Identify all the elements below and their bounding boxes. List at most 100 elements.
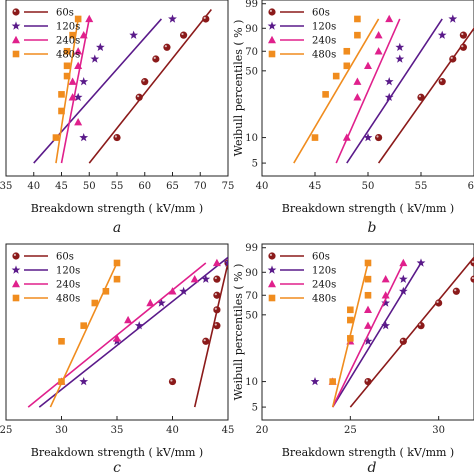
data-point-480s (91, 299, 99, 307)
data-point-60s-highlight (214, 307, 217, 310)
legend-label-480s: 480s (312, 294, 336, 305)
fit-line-60s (88, 9, 212, 164)
data-point-120s (381, 298, 390, 307)
legend-marker-480s (268, 50, 276, 58)
data-point-480s (311, 134, 319, 141)
data-point-120s (384, 77, 394, 86)
data-point-480s (63, 62, 71, 70)
legend-marker-60s-highlight (269, 9, 272, 12)
data-point-120s (90, 54, 100, 63)
data-point-60s-highlight (214, 276, 217, 280)
data-point-120s (395, 54, 405, 63)
data-point-240s (381, 291, 390, 299)
data-point-120s (310, 377, 320, 386)
data-point-240s (168, 287, 177, 295)
fit-line-240s (60, 18, 91, 164)
data-point-120s (395, 42, 405, 51)
data-point-480s (58, 378, 65, 385)
x-tick-label: 40 (256, 181, 269, 192)
y-tick-label: 70 (245, 291, 258, 302)
data-point-240s (113, 334, 121, 342)
x-tick-label: 35 (111, 425, 124, 436)
y-tick-label: 10 (245, 133, 258, 144)
y-axis-title: Weibull percentiles ( % ) (232, 20, 245, 157)
panel-letter: b (368, 220, 377, 236)
y-tick-label: 70 (245, 47, 258, 58)
series-120s (346, 14, 458, 164)
x-tick-label: 50 (362, 181, 375, 192)
data-point-480s (364, 275, 372, 283)
data-point-60s-highlight (153, 56, 156, 60)
data-point-120s (437, 30, 447, 39)
data-point-240s (364, 61, 372, 70)
data-point-60s (459, 43, 467, 51)
data-point-240s (68, 93, 77, 101)
data-point-120s (79, 133, 89, 142)
plot-area (33, 9, 212, 164)
series-60s (375, 26, 474, 164)
x-tick-label: 65 (166, 181, 179, 192)
fit-line-60s (193, 262, 228, 408)
data-point-480s (58, 337, 65, 345)
data-point-480s (63, 72, 71, 80)
data-point-480s (113, 275, 121, 283)
data-point-60s (459, 31, 467, 39)
series-60s (349, 256, 474, 408)
data-point-60s (375, 133, 383, 142)
data-point-480s (329, 378, 336, 385)
data-point-480s (347, 335, 354, 342)
data-point-480s (74, 15, 82, 23)
legend: 60s 120s 240s 480s (11, 252, 80, 305)
plot-area (27, 256, 228, 408)
legend-label-240s: 240s (56, 280, 80, 291)
data-point-480s (69, 31, 76, 39)
x-tick-label: 60 (138, 181, 151, 192)
panel-letter: c (113, 460, 121, 474)
data-point-60s-highlight (170, 379, 173, 382)
data-point-240s (364, 321, 372, 329)
data-point-480s (58, 107, 65, 115)
legend: 60s 120s 240s 480s (11, 8, 80, 61)
series-480s (329, 259, 372, 408)
legend-label-240s: 240s (312, 36, 336, 47)
legend-marker-60s-highlight (13, 9, 16, 12)
panel-d: 20 25 30 5 10 50 70 90 99 Breakdown strength ( kV… (232, 243, 474, 474)
data-point-480s (364, 259, 372, 267)
data-point-60s (168, 377, 177, 386)
panel-letter: a (113, 220, 121, 236)
legend-label-120s: 120s (56, 266, 80, 277)
data-point-120s (134, 321, 144, 330)
x-axis-title: Breakdown strength ( kV/mm ) (282, 202, 454, 215)
x-tick-label: 30 (432, 425, 445, 436)
data-point-60s (417, 93, 425, 101)
data-point-60s (202, 15, 210, 23)
data-point-240s (374, 30, 383, 39)
data-point-240s (374, 47, 383, 55)
data-point-480s (322, 91, 329, 98)
legend-label-60s: 60s (56, 8, 74, 19)
data-point-240s (85, 14, 94, 23)
data-point-60s (417, 322, 425, 330)
legend-label-60s: 60s (312, 8, 330, 19)
data-point-60s (180, 31, 188, 39)
data-point-480s (102, 287, 110, 295)
data-point-480s (354, 31, 361, 39)
legend-label-240s: 240s (312, 280, 336, 291)
x-tick-label: 60 (468, 181, 474, 192)
data-point-120s (168, 14, 177, 23)
data-point-60s-highlight (436, 300, 439, 304)
data-point-60s-highlight (401, 339, 404, 342)
legend-marker-240s (268, 35, 276, 44)
data-point-240s (74, 47, 83, 55)
legend-label-480s: 480s (56, 50, 80, 61)
data-point-60s-highlight (181, 32, 184, 36)
data-point-60s (399, 337, 407, 345)
data-point-240s (190, 274, 199, 283)
y-axis-title: Weibull percentiles ( % ) (232, 264, 245, 401)
x-tick-label: 40 (166, 425, 179, 436)
y-tick-label: 5 (252, 159, 258, 170)
series-60s (168, 259, 228, 408)
legend-marker-60s (12, 8, 20, 16)
legend-label-240s: 240s (56, 36, 80, 47)
data-point-120s (363, 336, 373, 345)
